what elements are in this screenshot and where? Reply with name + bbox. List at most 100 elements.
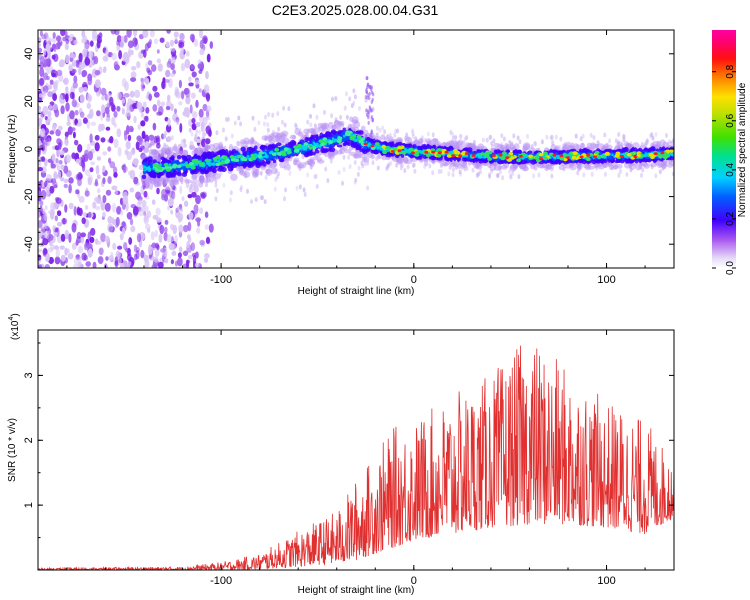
- spectrogram-speckle: [120, 210, 124, 216]
- spectrogram-speckle: [148, 39, 153, 45]
- spectrogram-speckle: [177, 252, 182, 259]
- spectrogram-speckle: [337, 170, 341, 175]
- spectrogram-speckle: [118, 50, 122, 60]
- spectrogram-speckle: [60, 233, 66, 242]
- spectrogram-speckle: [198, 108, 204, 118]
- spectrogram-speckle: [81, 252, 87, 261]
- spectrogram-speckle: [87, 211, 92, 218]
- spectrogram-speckle: [134, 253, 138, 261]
- spectrogram-ridge-point: [300, 150, 304, 155]
- spectrogram-speckle: [97, 256, 104, 265]
- spectrogram-speckle: [315, 184, 319, 189]
- spectrogram-speckle: [109, 96, 114, 106]
- spectrogram-ridge-point: [319, 132, 324, 139]
- spectrogram-speckle: [145, 107, 150, 114]
- spectrogram-speckle: [38, 42, 41, 48]
- spectrogram-speckle: [51, 72, 56, 78]
- spectrogram-speckle: [205, 71, 209, 80]
- spectrogram-speckle: [177, 212, 184, 222]
- spectrogram-speckle: [113, 172, 118, 178]
- spectrogram-speckle: [49, 79, 54, 85]
- spectrogram-speckle: [96, 240, 102, 245]
- spectrogram-speckle: [81, 154, 85, 164]
- spectrogram-speckle: [195, 121, 201, 128]
- spectrogram-speckle: [413, 168, 417, 174]
- spectrogram-speckle: [116, 91, 122, 100]
- spectrogram-speckle: [132, 158, 139, 166]
- spectrogram-speckle: [179, 185, 183, 195]
- spectrogram-ridge-point: [509, 164, 517, 172]
- spectrogram-speckle: [186, 259, 190, 268]
- spectrogram-speckle: [170, 63, 175, 71]
- spectrogram-speckle: [45, 252, 50, 262]
- spectrogram-speckle: [649, 133, 653, 139]
- spectrogram-speckle: [92, 261, 97, 268]
- spectrogram-speckle: [489, 134, 493, 140]
- spectrogram-speckle: [163, 142, 167, 148]
- spectrogram-ridge-point: [565, 141, 572, 148]
- spectrogram-speckle: [39, 200, 44, 207]
- spectrogram-ridge-point: [165, 146, 174, 155]
- spectrogram-speckle: [68, 233, 72, 244]
- spectrogram-speckle: [164, 130, 168, 136]
- spectrogram-speckle: [203, 84, 210, 94]
- spectrogram-speckle: [195, 194, 201, 205]
- spectrogram-ridge-point: [176, 155, 182, 160]
- spectrogram-speckle: [517, 174, 521, 180]
- spectrogram-speckle: [437, 169, 441, 174]
- spectrogram-speckle: [64, 138, 69, 146]
- spectrogram-speckle: [55, 197, 62, 204]
- spectrogram-speckle: [84, 242, 89, 248]
- spectrogram-ridge-point: [663, 159, 668, 167]
- spectrogram-speckle: [185, 95, 191, 105]
- spectrogram-speckle: [426, 131, 430, 137]
- spectrogram-speckle: [85, 261, 91, 267]
- spectrogram-speckle: [126, 30, 132, 38]
- spectrogram-speckle: [148, 134, 155, 141]
- spectrogram-ridge-point: [632, 142, 640, 149]
- spectrogram-speckle: [71, 99, 78, 108]
- spectrogram-speckle: [257, 120, 261, 126]
- spectrogram-speckle: [246, 188, 249, 194]
- spectrogram-speckle: [90, 161, 96, 166]
- spectrogram-speckle: [119, 233, 124, 241]
- spectrogram-speckle: [195, 138, 202, 143]
- spectrogram-ridge-point: [521, 164, 528, 172]
- spectrogram-speckle: [263, 199, 267, 205]
- spectrogram-ridge-point: [224, 149, 229, 155]
- spectrogram-ridge-point: [210, 151, 215, 156]
- spectrogram-speckle: [136, 101, 143, 110]
- spectrogram-speckle: [498, 169, 502, 175]
- spectrogram-speckle: [145, 141, 149, 148]
- spectrogram-speckle: [96, 174, 101, 180]
- spectrogram-speckle: [54, 215, 58, 222]
- spectrogram-speckle: [65, 54, 70, 64]
- spectrogram-speckle: [603, 171, 607, 177]
- spectrogram-ridge-point: [358, 130, 364, 135]
- spectrogram-speckle: [130, 127, 134, 132]
- spectrogram-speckle: [174, 36, 178, 44]
- spectrogram-speckle: [153, 91, 160, 98]
- spectrogram-speckle: [102, 211, 106, 218]
- spectrogram-speckle: [43, 49, 46, 56]
- spectrogram-speckle: [80, 236, 85, 244]
- spectrogram-speckle: [54, 245, 59, 250]
- spectrogram-speckle: [45, 43, 51, 53]
- spectrogram-ridge-point: [209, 175, 214, 183]
- spectrogram-speckle: [63, 77, 69, 86]
- spectrogram-speckle: [44, 230, 50, 240]
- spectrogram-speckle: [75, 239, 79, 246]
- spectrogram-ridge-point: [143, 162, 147, 166]
- spectrogram-ridge-point: [576, 163, 582, 172]
- spectrogram-speckle: [137, 124, 141, 130]
- spectrogram-speckle: [178, 224, 184, 233]
- spectrogram-speckle: [512, 133, 516, 139]
- spectrogram-speckle: [315, 114, 319, 120]
- spectrogram-speckle: [559, 136, 563, 142]
- spectrogram-speckle: [65, 102, 70, 112]
- spectrogram-speckle: [136, 233, 142, 243]
- spectrogram-speckle: [71, 68, 77, 74]
- spectrogram-speckle: [412, 162, 415, 168]
- spectrogram-speckle: [376, 165, 380, 171]
- spectrogram-speckle: [88, 50, 94, 59]
